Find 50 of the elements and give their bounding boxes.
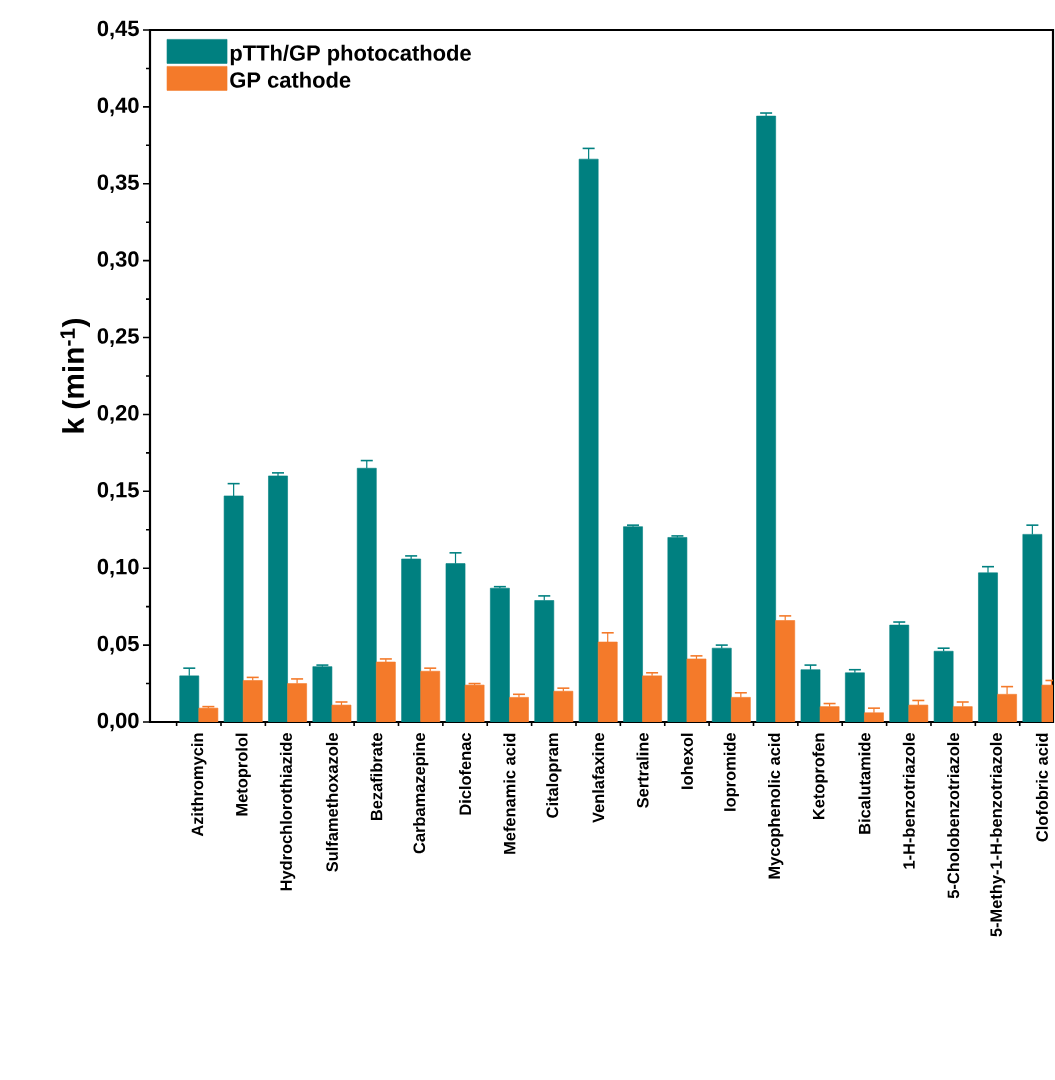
x-tick-label: 5-Cholobenzotriazole [947, 733, 960, 899]
bar [731, 697, 751, 722]
x-tick-label: Venlafaxine [592, 733, 605, 823]
x-tick-label: Ketoprofen [812, 733, 828, 820]
x-tick-label: 1-H-benzotriazole [902, 733, 915, 869]
x-tick-label: Hydrochlorothiazide [279, 733, 296, 891]
y-tick-label: 0,10 [97, 558, 139, 578]
bar [864, 712, 884, 722]
x-tick-label: Iohexol [680, 733, 693, 789]
x-tick-label: Clofobric acid [1035, 733, 1048, 842]
bar [509, 697, 529, 722]
bar [464, 684, 485, 722]
y-tick-label: 0,20 [97, 405, 139, 424]
y-tick-label: 0,30 [97, 251, 139, 271]
y-tick-label: 0,35 [97, 174, 139, 194]
y-tick-label: 0,05 [97, 635, 139, 655]
y-axis-title: k (min$^{-1}$) [60, 318, 90, 433]
y-tick-label: 0,15 [97, 481, 139, 501]
x-tick-label: Carbamazepine [413, 733, 429, 854]
y-tick-label: 0,40 [97, 97, 139, 117]
x-tick-label: Sulfamethoxazole [325, 733, 338, 872]
bar [287, 683, 307, 722]
bar [908, 704, 929, 722]
x-tick-label: Mycophenolic acid [768, 733, 784, 879]
bar [686, 658, 707, 722]
x-tick-label: Sertraline [636, 733, 649, 808]
x-tick-label: Iopromide [723, 733, 739, 811]
legend-label: GP cathode [230, 71, 351, 88]
bar [553, 690, 574, 722]
bar [642, 675, 662, 722]
x-tick-label: 5-Methy-1-H-benzotriazole [989, 733, 1006, 937]
legend-label: pTTh/GP photocathode [230, 44, 471, 66]
y-tick-label: 0,25 [97, 328, 139, 347]
x-tick-label: Bicalutamide [858, 733, 871, 834]
x-tick-label: Bezafibrate [370, 733, 383, 821]
bar [376, 661, 396, 722]
y-tick-label: 0,00 [97, 712, 139, 732]
x-tick-label: Metoprolol [235, 733, 251, 816]
bar [242, 680, 263, 722]
x-tick-label: Azithromycin [191, 733, 207, 837]
x-tick-label: Citalopram [546, 733, 562, 818]
bar [819, 706, 840, 722]
x-tick-label: Diclofenac [459, 733, 472, 815]
x-tick-label: Mefenamic acid [503, 733, 516, 854]
bar [331, 704, 352, 722]
bar [420, 670, 441, 722]
bar [775, 620, 796, 722]
bar [198, 707, 219, 722]
y-tick-label: 0,45 [97, 20, 139, 40]
bar [952, 706, 973, 722]
